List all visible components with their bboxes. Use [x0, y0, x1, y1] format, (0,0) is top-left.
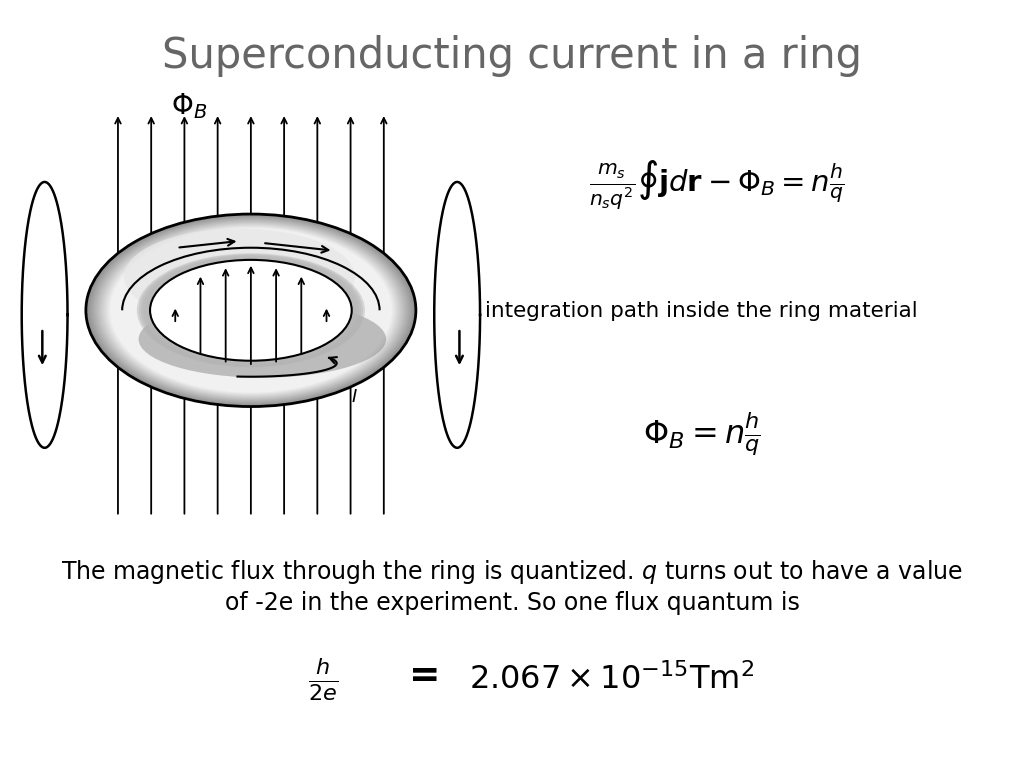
Ellipse shape — [109, 227, 393, 393]
Ellipse shape — [144, 257, 357, 363]
Ellipse shape — [142, 256, 359, 365]
Ellipse shape — [89, 216, 413, 405]
Ellipse shape — [86, 214, 416, 406]
Ellipse shape — [105, 225, 396, 396]
Ellipse shape — [91, 217, 411, 403]
Ellipse shape — [151, 260, 351, 361]
Ellipse shape — [109, 227, 393, 393]
Ellipse shape — [102, 223, 399, 397]
Ellipse shape — [97, 220, 404, 400]
Ellipse shape — [96, 220, 406, 401]
Ellipse shape — [104, 225, 397, 396]
Ellipse shape — [109, 227, 393, 393]
Ellipse shape — [151, 260, 351, 361]
Ellipse shape — [98, 221, 403, 399]
Ellipse shape — [104, 224, 397, 396]
Ellipse shape — [106, 226, 395, 395]
Ellipse shape — [91, 217, 411, 404]
Ellipse shape — [100, 222, 401, 399]
Ellipse shape — [89, 217, 413, 405]
Ellipse shape — [96, 220, 406, 401]
Text: of -2e in the experiment. So one flux quantum is: of -2e in the experiment. So one flux qu… — [224, 591, 800, 615]
Text: $2.067\times10^{-15}\mathrm{Tm}^2$: $2.067\times10^{-15}\mathrm{Tm}^2$ — [469, 664, 754, 696]
Ellipse shape — [94, 219, 408, 402]
Ellipse shape — [101, 223, 400, 397]
Text: Superconducting current in a ring: Superconducting current in a ring — [162, 35, 862, 77]
Ellipse shape — [105, 226, 396, 395]
Text: $\frac{m_s}{n_s q^2} \oint \mathbf{j} d\mathbf{r} - \Phi_B = n\frac{h}{q}$: $\frac{m_s}{n_s q^2} \oint \mathbf{j} d\… — [589, 157, 845, 211]
Ellipse shape — [146, 258, 355, 362]
Ellipse shape — [97, 220, 404, 400]
Ellipse shape — [102, 224, 399, 397]
Text: integration path inside the ring material: integration path inside the ring materia… — [485, 301, 918, 321]
Ellipse shape — [102, 223, 399, 397]
Ellipse shape — [94, 219, 408, 402]
Ellipse shape — [100, 223, 401, 398]
Ellipse shape — [87, 214, 415, 406]
Ellipse shape — [90, 217, 412, 404]
Ellipse shape — [88, 215, 414, 406]
Ellipse shape — [101, 223, 400, 398]
Text: The magnetic flux through the ring is quantized. $q$ turns out to have a value: The magnetic flux through the ring is qu… — [61, 558, 963, 586]
Ellipse shape — [98, 221, 403, 399]
Ellipse shape — [124, 228, 355, 325]
Ellipse shape — [96, 220, 406, 400]
Ellipse shape — [108, 227, 394, 394]
Ellipse shape — [110, 228, 392, 393]
Ellipse shape — [95, 220, 407, 401]
Text: $\Phi_B = n\frac{h}{q}$: $\Phi_B = n\frac{h}{q}$ — [643, 411, 760, 457]
Ellipse shape — [111, 228, 391, 392]
Ellipse shape — [106, 226, 395, 395]
Ellipse shape — [103, 224, 398, 396]
Ellipse shape — [138, 254, 364, 366]
Ellipse shape — [151, 260, 351, 361]
Ellipse shape — [106, 227, 395, 394]
Ellipse shape — [91, 217, 411, 403]
Ellipse shape — [89, 216, 413, 405]
Ellipse shape — [87, 215, 415, 406]
Ellipse shape — [148, 259, 353, 362]
Ellipse shape — [137, 253, 365, 367]
Ellipse shape — [86, 214, 416, 406]
Ellipse shape — [94, 219, 408, 402]
Ellipse shape — [93, 218, 409, 402]
Ellipse shape — [92, 217, 410, 403]
Ellipse shape — [104, 225, 397, 396]
Ellipse shape — [99, 222, 402, 399]
Ellipse shape — [110, 228, 392, 392]
Ellipse shape — [98, 221, 403, 399]
Ellipse shape — [87, 215, 415, 406]
Text: $\Phi_B$: $\Phi_B$ — [171, 91, 208, 121]
Text: =: = — [410, 658, 440, 694]
Ellipse shape — [103, 224, 398, 396]
Text: $\frac{h}{2e}$: $\frac{h}{2e}$ — [307, 656, 338, 703]
Ellipse shape — [92, 218, 410, 402]
Ellipse shape — [95, 220, 407, 401]
Text: $I$: $I$ — [350, 389, 357, 406]
Ellipse shape — [100, 223, 401, 398]
Ellipse shape — [138, 300, 386, 378]
Ellipse shape — [140, 255, 361, 366]
Ellipse shape — [93, 218, 409, 402]
Ellipse shape — [99, 222, 402, 399]
Ellipse shape — [88, 216, 414, 405]
Ellipse shape — [108, 227, 394, 394]
Ellipse shape — [90, 217, 412, 404]
